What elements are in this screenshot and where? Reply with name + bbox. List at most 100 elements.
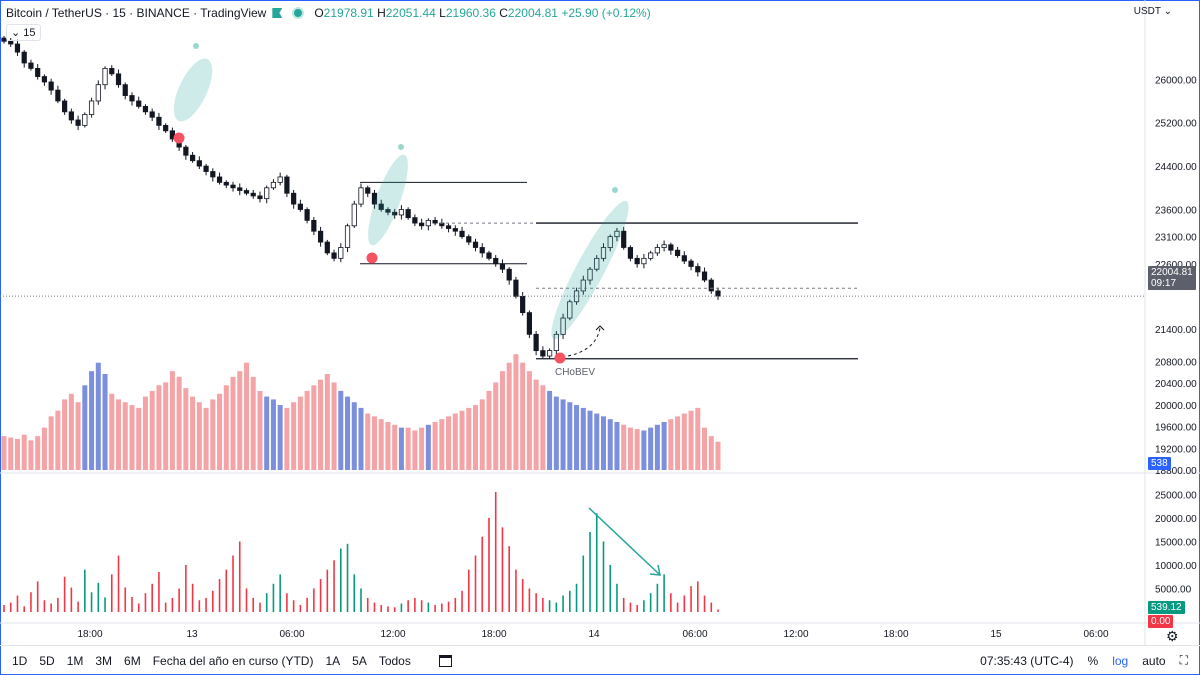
candle-body [526,312,532,335]
pivot-low-marker [173,132,185,144]
dashed-arrow [567,327,601,357]
candle-body [432,219,438,224]
price-tick-label: 23600.00 [1155,206,1197,217]
price-tick-label: 19200.00 [1155,444,1197,455]
candle-body [8,40,14,45]
candle-body [412,217,418,224]
candle-body [452,228,458,232]
high-value: 22051.44 [385,6,436,20]
candle-body [681,255,687,262]
candle-body [547,350,553,357]
price-tick-label: 21400.00 [1155,325,1197,336]
log-toggle[interactable]: log [1112,653,1129,668]
time-tick-label: 13 [186,629,198,640]
volume-bar [203,407,209,470]
candle-body [311,219,317,232]
volume-bar [419,427,425,470]
pivot-low-marker [554,352,566,364]
volume-bar [594,413,600,470]
candle-body [553,333,559,352]
volume-bar [641,430,647,470]
timeframe-all[interactable]: Todos [378,653,411,668]
time-tick-label: 18:00 [883,629,908,640]
candle-body [291,192,297,205]
volume-bar [358,407,364,470]
candle-body [82,114,88,126]
volume-bar [116,399,122,470]
timeframe-5d[interactable]: 5D [39,653,55,668]
candle-body [486,252,492,259]
chart-canvas[interactable]: CHoBEV 26000.0025200.0024400.0023600.002… [0,0,1200,645]
chevron-down-icon: ⌄ [11,27,21,39]
gear-icon[interactable]: ⚙ [1166,628,1179,644]
auto-toggle[interactable]: auto [1142,653,1166,668]
grid [0,0,1200,645]
volume-indicator-pill[interactable]: ⌄ 15 [6,24,41,41]
timeframe-1d[interactable]: 1D [12,653,28,668]
price-tick-label: 26000.00 [1155,75,1197,86]
candle-body [466,236,472,243]
candle-body [14,43,21,53]
currency-selector[interactable]: USDT ⌄ [1133,6,1172,17]
volume-bar [533,379,539,470]
volume-bar [553,396,559,470]
candle-body [398,209,405,216]
clock[interactable]: 07:35:43 (UTC-4) [980,653,1074,668]
candle-body [203,165,209,172]
timeframe-1m[interactable]: 1M [66,653,84,668]
volume-bar [439,419,445,470]
candle-body [607,236,613,248]
candle-body [459,230,465,238]
time-tick-label: 15 [990,629,1002,640]
volume-bar [688,410,694,470]
volume-bar [62,399,68,470]
timeframe-3m[interactable]: 3M [95,653,113,668]
candle-body [277,176,283,183]
symbol-title[interactable]: Bitcoin / TetherUS · 15 · BINANCE · Trad… [6,6,267,20]
candle-body [270,181,277,189]
candle-body [136,100,142,107]
volume-bar [1,436,7,470]
volume-bar [425,424,431,470]
candle-body [149,111,155,118]
fullscreen-icon[interactable]: ⛶ [1179,653,1188,667]
candle-body [634,257,640,265]
candle-body [351,203,357,227]
candle-body [109,68,115,75]
percent-toggle[interactable]: % [1087,653,1099,668]
candle-body [317,230,324,243]
volume-bar [304,390,310,470]
candle-body [614,230,620,238]
timeframe-6m[interactable]: 6M [124,653,141,668]
candle-body [216,176,223,183]
volume-bar [35,436,41,470]
candle-body [385,209,391,213]
volume-bar [708,436,714,470]
volume-bar [14,438,20,470]
volume-bar [621,424,627,470]
candle-body [520,295,526,314]
timeframe-ytd[interactable]: Fecha del año en curso (YTD) [152,653,314,668]
candle-body [250,192,256,197]
volume-bar [695,407,701,470]
candle-body [668,244,674,251]
candle-body [654,247,660,254]
volume-bar [345,396,351,470]
volume-bar [493,382,499,470]
candle-body [35,68,41,77]
volume-bar [149,390,155,470]
flag-icon[interactable] [272,8,283,18]
volume-bar [648,427,654,470]
bottom-toolbar: 1D 5D 1M 3M 6M Fecha del año en curso (Y… [0,645,1200,675]
volume-badge-value: 538 [1151,458,1168,469]
candle-body [405,209,411,219]
timeframe-1a[interactable]: 1A [325,653,341,668]
volume-bar [257,390,263,470]
candle-body [284,176,290,194]
calendar-icon[interactable] [438,654,452,667]
timeframe-5a[interactable]: 5A [352,653,367,668]
candle-body [560,317,566,335]
volume-bar [109,393,115,470]
volume-bar [284,407,290,470]
candle-body [365,187,371,194]
